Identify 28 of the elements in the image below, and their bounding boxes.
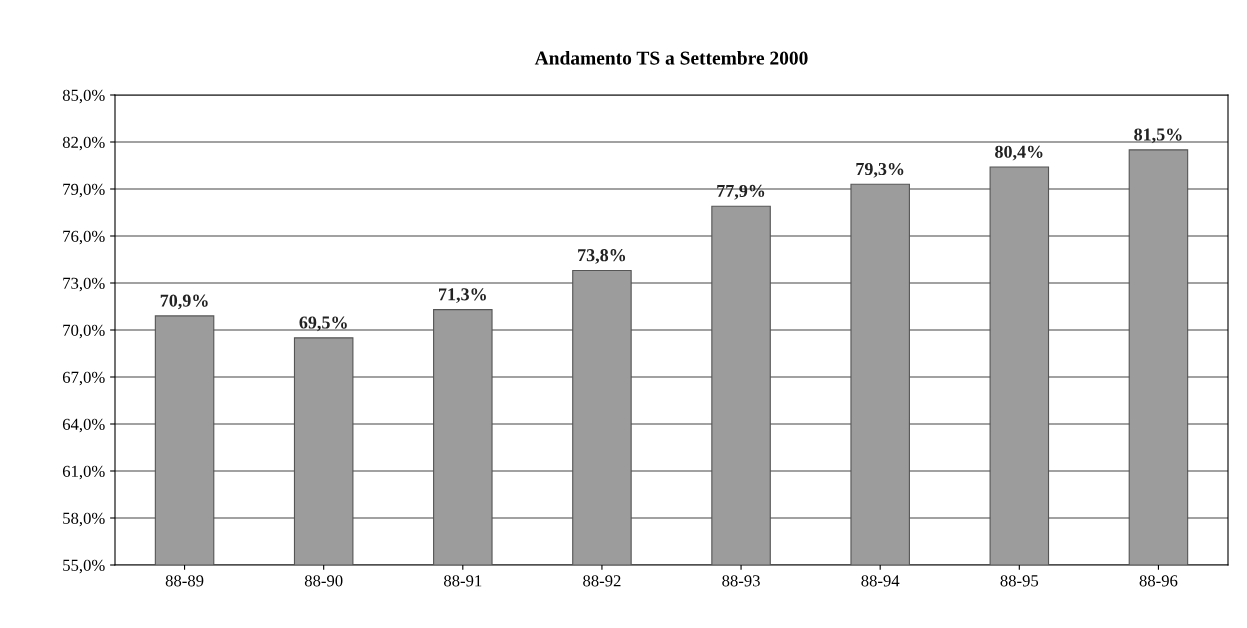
data-label: 79,3% bbox=[856, 162, 904, 178]
x-tick-label: 88-91 bbox=[444, 575, 482, 587]
data-label: 73,8% bbox=[578, 249, 626, 264]
y-tick-label: 61,0% bbox=[62, 465, 105, 480]
data-label: 80,4% bbox=[995, 145, 1043, 161]
x-tick-label: 88-90 bbox=[304, 575, 343, 587]
data-label: 69,5% bbox=[299, 316, 347, 332]
y-tick-label: 58,0% bbox=[63, 512, 105, 527]
x-tick-label: 88-92 bbox=[583, 575, 621, 587]
y-tick-label: 70,0% bbox=[63, 324, 105, 339]
x-tick-label: 88-93 bbox=[722, 575, 760, 587]
x-tick-label: 88-94 bbox=[861, 575, 900, 587]
y-tick-label: 73,0% bbox=[63, 277, 105, 292]
x-tick-label: 88-96 bbox=[1139, 575, 1178, 587]
chart-title: Andamento TS a Settembre 2000 bbox=[534, 50, 808, 65]
data-label: 77,9% bbox=[717, 184, 765, 200]
data-label: 81,5% bbox=[1134, 128, 1182, 144]
data-label: 70,9% bbox=[160, 294, 208, 310]
y-tick-label: 67,0% bbox=[62, 371, 105, 386]
y-tick-label: 64,0% bbox=[62, 418, 105, 433]
y-tick-label: 76,0% bbox=[63, 230, 105, 245]
y-tick-label: 85,0% bbox=[62, 89, 105, 104]
y-tick-label: 55,0% bbox=[63, 559, 105, 574]
data-label: 71,3% bbox=[439, 288, 486, 304]
x-tick-label: 88-95 bbox=[1000, 575, 1039, 587]
x-tick-label: 88-89 bbox=[165, 575, 204, 587]
y-tick-label: 82,0% bbox=[62, 136, 105, 151]
y-tick-label: 79,0% bbox=[63, 183, 105, 198]
